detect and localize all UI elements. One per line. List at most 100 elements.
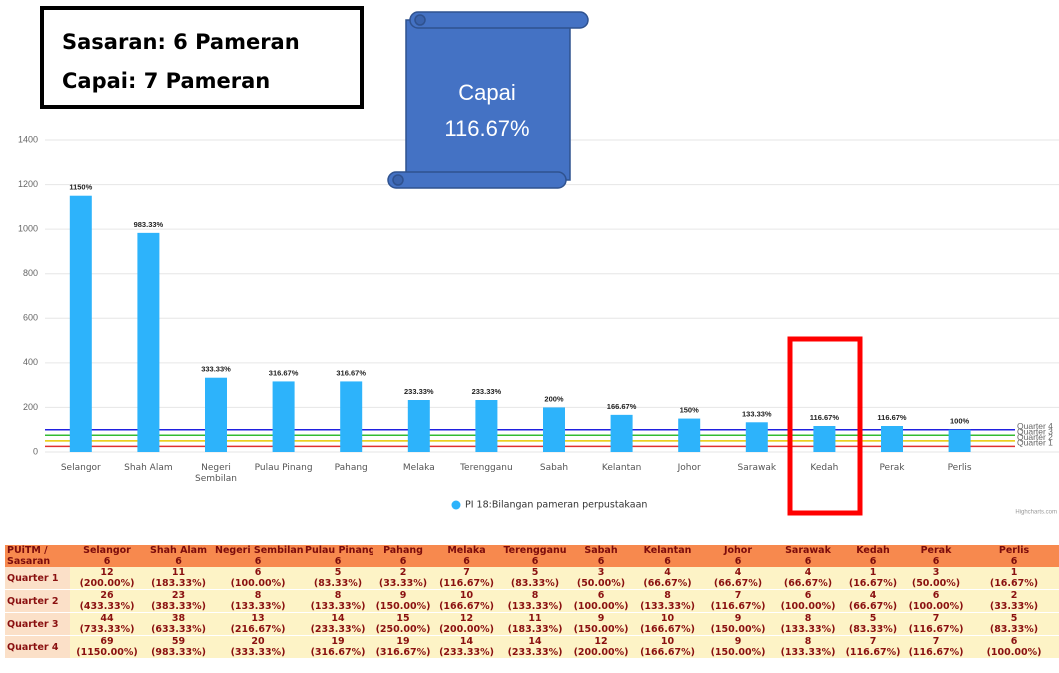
bar[interactable] xyxy=(273,381,295,452)
cell-count: 12 xyxy=(572,636,630,647)
bar[interactable] xyxy=(949,430,971,452)
cell-count: 8 xyxy=(502,590,568,601)
corner-header: PUiTM / Sasaran xyxy=(5,545,70,567)
cell-percent: (150.00%) xyxy=(705,647,771,658)
cell-percent: (233.33%) xyxy=(305,624,371,635)
row-label: Quarter 1 xyxy=(5,567,70,590)
table-cell: 19(316.67%) xyxy=(373,636,433,659)
cell-count: 4 xyxy=(705,567,771,578)
table-cell: 23(383.33%) xyxy=(144,590,213,613)
column-target: 6 xyxy=(775,556,841,567)
cell-count: 9 xyxy=(705,636,771,647)
page: {"chart_data": { "type": "bar", "categor… xyxy=(0,0,1059,673)
credits[interactable]: Highcharts.com xyxy=(1015,510,1057,516)
x-tick-label: Terengganu xyxy=(454,463,518,474)
cell-count: 11 xyxy=(502,613,568,624)
table-cell: 14(233.33%) xyxy=(500,636,570,659)
cell-percent: (16.67%) xyxy=(845,578,901,589)
table-cell: 69(1150.00%) xyxy=(70,636,144,659)
cell-count: 13 xyxy=(215,613,301,624)
table-row: Quarter 344(733.33%)38(633.33%)13(216.67… xyxy=(5,613,1059,636)
bar[interactable] xyxy=(70,196,92,452)
bar[interactable] xyxy=(475,400,497,452)
column-target: 6 xyxy=(435,556,498,567)
cell-count: 8 xyxy=(215,590,301,601)
bar[interactable] xyxy=(813,426,835,452)
column-target: 6 xyxy=(305,556,371,567)
column-name: Pulau Pinang xyxy=(305,545,371,556)
cell-count: 6 xyxy=(905,590,967,601)
cell-percent: (150.00%) xyxy=(572,624,630,635)
data-label: 200% xyxy=(544,394,564,403)
cell-percent: (83.33%) xyxy=(305,578,371,589)
bar[interactable] xyxy=(611,415,633,452)
x-tick-label: Kelantan xyxy=(590,463,654,474)
cell-percent: (83.33%) xyxy=(845,624,901,635)
column-header: Shah Alam6 xyxy=(144,545,213,567)
bar[interactable] xyxy=(340,381,362,452)
column-name: Perak xyxy=(905,545,967,556)
cell-percent: (233.33%) xyxy=(435,647,498,658)
table-cell: 6(100.00%) xyxy=(213,567,303,590)
table-cell: 13(216.67%) xyxy=(213,613,303,636)
table-cell: 5(83.33%) xyxy=(969,613,1059,636)
cell-percent: (116.67%) xyxy=(705,601,771,612)
cell-count: 44 xyxy=(72,613,142,624)
table-cell: 1(16.67%) xyxy=(843,567,903,590)
cell-percent: (1150.00%) xyxy=(72,647,142,658)
cell-count: 7 xyxy=(905,636,967,647)
bar[interactable] xyxy=(881,426,903,452)
bar[interactable] xyxy=(408,400,430,452)
column-target: 6 xyxy=(705,556,771,567)
cell-percent: (50.00%) xyxy=(572,578,630,589)
cell-percent: (200.00%) xyxy=(572,647,630,658)
y-tick-label: 1400 xyxy=(18,134,38,144)
cell-count: 7 xyxy=(705,590,771,601)
bar[interactable] xyxy=(678,419,700,452)
cell-count: 9 xyxy=(705,613,771,624)
y-tick-label: 400 xyxy=(23,357,38,367)
column-name: Perlis xyxy=(971,545,1057,556)
target-text: Sasaran: 6 Pameran xyxy=(62,30,300,54)
column-target: 6 xyxy=(146,556,211,567)
column-header: Perak6 xyxy=(903,545,969,567)
cell-percent: (116.67%) xyxy=(845,647,901,658)
table-cell: 10(166.67%) xyxy=(632,613,703,636)
table-cell: 6(100.00%) xyxy=(773,590,843,613)
bar[interactable] xyxy=(205,378,227,452)
column-target: 6 xyxy=(502,556,568,567)
data-label: 233.33% xyxy=(472,387,502,396)
table-cell: 5(83.33%) xyxy=(500,567,570,590)
cell-percent: (333.33%) xyxy=(215,647,301,658)
cell-percent: (133.33%) xyxy=(775,624,841,635)
column-header: Johor6 xyxy=(703,545,773,567)
plot-line-label: Quarter 1 xyxy=(1017,438,1053,448)
cell-percent: (50.00%) xyxy=(905,578,967,589)
table-row: Quarter 469(1150.00%)59(983.33%)20(333.3… xyxy=(5,636,1059,659)
cell-count: 7 xyxy=(845,636,901,647)
table-cell: 59(983.33%) xyxy=(144,636,213,659)
table-cell: 1(16.67%) xyxy=(969,567,1059,590)
table-cell: 7(116.67%) xyxy=(903,636,969,659)
x-tick-label: Melaka xyxy=(387,463,451,474)
cell-count: 3 xyxy=(572,567,630,578)
table-cell: 20(333.33%) xyxy=(213,636,303,659)
cell-count: 6 xyxy=(775,590,841,601)
y-tick-label: 200 xyxy=(23,402,38,412)
table-cell: 7(116.67%) xyxy=(433,567,500,590)
cell-percent: (133.33%) xyxy=(775,647,841,658)
bar[interactable] xyxy=(746,422,768,452)
bar[interactable] xyxy=(137,233,159,452)
legend-label[interactable]: PI 18:Bilangan pameran perpustakaan xyxy=(465,500,647,511)
x-tick-label: Sarawak xyxy=(725,463,789,474)
table-cell: 44(733.33%) xyxy=(70,613,144,636)
data-table: PUiTM / SasaranSelangor6Shah Alam6Negeri… xyxy=(5,545,1059,659)
cell-percent: (316.67%) xyxy=(375,647,431,658)
table-cell: 2(33.33%) xyxy=(969,590,1059,613)
cell-percent: (200.00%) xyxy=(72,578,142,589)
cell-percent: (133.33%) xyxy=(305,601,371,612)
cell-count: 8 xyxy=(775,613,841,624)
bar[interactable] xyxy=(543,407,565,452)
y-tick-label: 600 xyxy=(23,313,38,323)
